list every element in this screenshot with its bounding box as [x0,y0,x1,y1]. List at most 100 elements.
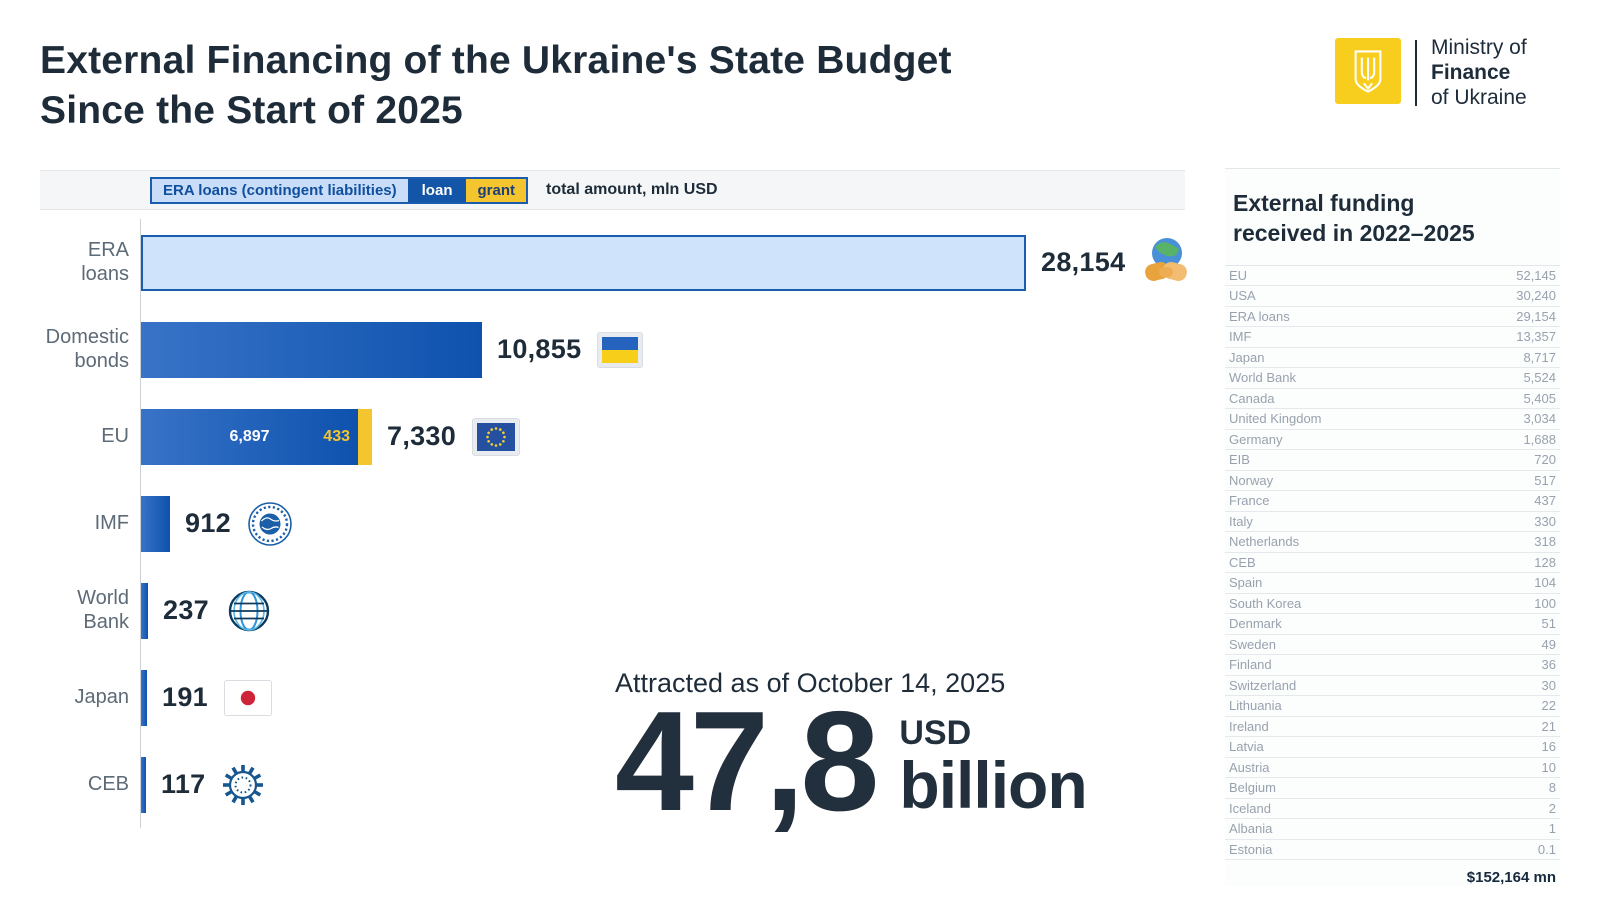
bar-category-label: Japan [74,685,130,708]
funder-name: Switzerland [1229,677,1297,693]
funder-name: ERA loans [1229,308,1290,324]
funder-name: Germany [1229,431,1283,447]
logo-text: Ministry of Finance of Ukraine [1431,36,1527,110]
funding-table-row: France 437 [1225,491,1560,512]
funder-amount: 5,524 [1523,370,1556,386]
bar-track: 117 [140,741,1185,828]
funding-table-row: Austria 10 [1225,758,1560,779]
globe-handshake-icon [1141,236,1191,290]
bar-row: World Bank 237 [40,567,1185,654]
funder-name: Ireland [1229,718,1269,734]
bar-track: 10,855 [140,306,1185,393]
bar-category-label: IMF [94,511,129,534]
funder-amount: 330 [1534,513,1556,529]
bar-row: ERA loans 28,154 [40,219,1188,306]
funder-amount: 10 [1541,759,1556,775]
funding-table-row: Estonia 0.1 [1225,840,1560,861]
legend-era-loans: ERA loans (contingent liabilities) [152,178,408,202]
funder-amount: 36 [1541,657,1556,673]
funder-amount: 3,034 [1523,411,1556,427]
ceb-logo-icon [221,763,265,807]
bar-category-label: CEB [87,772,129,795]
bar-track: 237 [140,567,1185,654]
funder-name: Belgium [1229,780,1276,796]
funder-amount: 8 [1548,780,1556,796]
eu-flag-icon [472,417,521,456]
funder-name: Denmark [1229,616,1282,632]
bar-row: Japan 191 [40,654,1185,741]
funder-amount: 52,145 [1516,267,1556,283]
bar-value: 912 [185,508,231,538]
funder-name: USA [1229,288,1256,304]
bar-category-label: EU [101,424,129,447]
funder-amount: 49 [1541,636,1556,652]
funder-name: Canada [1229,390,1275,406]
bar-category-label: World Bank [77,586,129,633]
funder-name: Albania [1229,821,1273,837]
chart-legend: ERA loans (contingent liabilities) loan … [40,170,1185,210]
funder-amount: 128 [1534,554,1556,570]
funding-table-row: USA 30,240 [1225,286,1560,307]
external-funding-panel: External funding received in 2022–2025 E… [1225,168,1560,887]
funding-table-row: Japan 8,717 [1225,348,1560,369]
bar-grant-segment [358,408,372,465]
funder-name: France [1229,493,1270,509]
bar-track: 191 [140,654,1185,741]
funder-amount: 720 [1534,452,1556,468]
funding-total: $152,164 mn [1466,869,1556,887]
funder-name: Estonia [1229,841,1273,857]
funder-name: Italy [1229,513,1253,529]
imf-logo-icon [247,501,293,547]
bar-track: 28,154 [140,219,1191,306]
bar-value: 7,330 [387,421,457,451]
funding-table-row: Ireland 21 [1225,717,1560,738]
funder-amount: 104 [1534,575,1556,591]
funding-table-row: EIB 720 [1225,450,1560,471]
logo-divider [1415,40,1417,107]
funding-table-row: IMF 13,357 [1225,327,1560,348]
logo-line3: of Ukraine [1431,85,1527,109]
funder-name: Finland [1229,657,1272,673]
highlight-unit-word: billion [899,748,1087,823]
logo-line2: Finance [1431,60,1511,84]
highlight-currency: USD [899,714,972,753]
funder-amount: 30,240 [1516,288,1556,304]
bar-row: CEB 117 [40,741,1185,828]
funder-amount: 30 [1541,677,1556,693]
funding-table: EU 52,145 USA 30,240 ERA loans 29,154 IMF 13,35… [1225,264,1560,861]
funder-name: Spain [1229,575,1263,591]
ukraine-trident-icon [1335,37,1401,109]
funder-amount: 5,405 [1523,390,1556,406]
funder-name: Iceland [1229,800,1271,816]
funder-name: World Bank [1229,370,1296,386]
funder-amount: 16 [1541,739,1556,755]
funding-table-row: World Bank 5,524 [1225,368,1560,389]
funder-amount: 51 [1541,616,1556,632]
funder-name: Sweden [1229,636,1276,652]
funder-amount: 21 [1541,718,1556,734]
funder-name: Austria [1229,759,1270,775]
bar-row: EU 6,897 433 7,330 [40,393,1185,480]
funding-table-row: Germany 1,688 [1225,430,1560,451]
highlight-caption: Attracted as of October 14, 2025 [615,668,1006,698]
funder-name: Norway [1229,472,1274,488]
funding-table-row: Belgium 8 [1225,778,1560,799]
funder-amount: 1,688 [1523,431,1556,447]
ministry-logo: Ministry of Finance of Ukraine [1335,36,1527,110]
funding-table-row: Iceland 2 [1225,799,1560,820]
funding-table-row: Italy 330 [1225,512,1560,533]
bar-track: 912 [140,480,1185,567]
funder-name: EIB [1229,452,1250,468]
total-highlight: Attracted as of October 14, 2025 47,8 US… [615,668,1088,832]
bar-value: 191 [162,682,208,712]
bar-era [141,234,1026,291]
funding-table-row: Netherlands 318 [1225,532,1560,553]
funding-table-row: CEB 128 [1225,553,1560,574]
funding-table-row: Albania 1 [1225,819,1560,840]
funding-table-row: Finland 36 [1225,655,1560,676]
legend-units-note: total amount, mln USD [545,181,718,198]
bar-loan [141,321,482,378]
bar-split: 6,897 433 [141,408,372,465]
funder-amount: 8,717 [1523,349,1556,365]
bar-value: 117 [161,769,206,799]
